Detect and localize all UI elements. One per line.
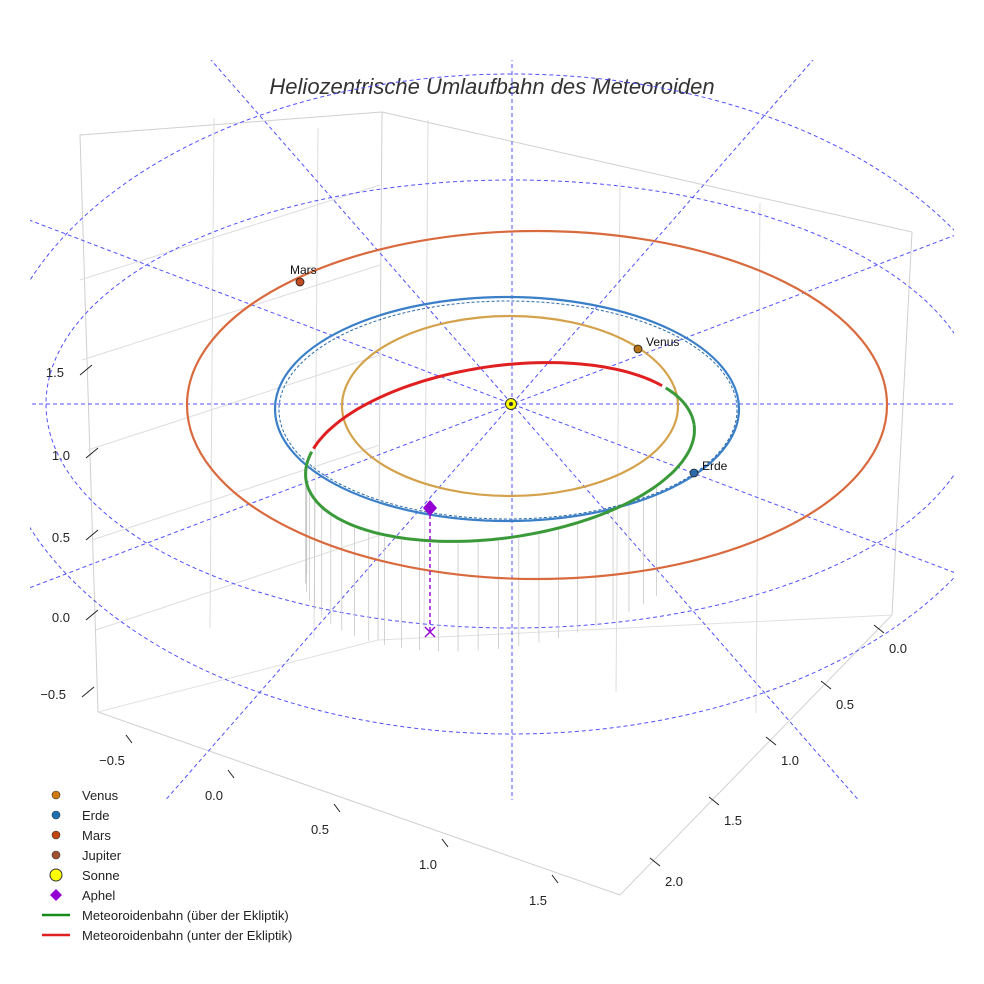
legend-symbol-dot xyxy=(51,810,61,820)
orbit-erde xyxy=(273,295,741,523)
planet-label-mars: Mars xyxy=(290,263,317,277)
x-tick-label: 1.0 xyxy=(419,857,437,872)
grid-spoke xyxy=(30,235,954,589)
box-grid xyxy=(79,117,761,714)
x-tick-mark xyxy=(125,734,133,744)
y-tick-mark xyxy=(820,680,832,690)
z-tick-label: 0.5 xyxy=(52,530,70,545)
box-grid-line xyxy=(423,119,429,631)
chart-title: Heliozentrische Umlaufbahn des Meteoroid… xyxy=(269,74,714,99)
orbit-layer xyxy=(185,229,889,581)
y-tick-mark xyxy=(873,624,885,634)
z-tick-mark xyxy=(85,609,99,621)
box-back-left xyxy=(79,111,383,713)
z-tick-mark xyxy=(79,364,93,376)
x-tick-label: 0.5 xyxy=(311,822,329,837)
z-tick-mark xyxy=(81,686,95,698)
meteoroid-orbit-below xyxy=(312,361,663,450)
y-tick-label: 2.0 xyxy=(665,874,683,889)
y-tick-label: 0.0 xyxy=(889,641,907,656)
x-tick-label: −0.5 xyxy=(99,753,125,768)
box-floor-left xyxy=(97,711,621,896)
legend-label: Sonne xyxy=(82,868,120,883)
y-tick-mark xyxy=(649,857,661,867)
y-tick-label: 1.0 xyxy=(781,753,799,768)
planet-label-erde: Erde xyxy=(702,459,728,473)
legend-label: Jupiter xyxy=(82,848,122,863)
legend-label: Venus xyxy=(82,788,119,803)
aphel-marker xyxy=(423,500,437,516)
box-grid-line xyxy=(87,354,381,451)
legend-label: Meteoroidenbahn (über der Ekliptik) xyxy=(82,908,289,923)
legend-symbol-dot xyxy=(51,790,61,800)
box-floor-back2 xyxy=(97,639,379,713)
grid-spoke xyxy=(164,60,814,800)
marker-layer: Venus Erde Mars xyxy=(290,263,728,638)
sun-core xyxy=(509,402,513,406)
box-grid-line xyxy=(95,534,381,631)
y-tick-label: 1.5 xyxy=(724,813,742,828)
box-back-right xyxy=(381,111,913,616)
planet-marker-erde xyxy=(689,468,699,478)
grid-spoke xyxy=(30,219,954,573)
aphel-projection-marker xyxy=(424,626,436,638)
box-grid-line xyxy=(79,184,381,281)
legend-symbol-sun xyxy=(49,868,63,882)
legend-label: Mars xyxy=(82,828,111,843)
box-grid-line xyxy=(209,117,215,629)
orbit-venus xyxy=(340,314,680,498)
box-floor-right xyxy=(619,614,893,896)
z-tick-label: 0.0 xyxy=(52,610,70,625)
box-grid-line xyxy=(615,181,621,693)
x-tick-label: 1.5 xyxy=(529,893,547,908)
planet-marker-venus xyxy=(633,344,643,354)
y-tick-mark xyxy=(708,796,720,806)
orbit-erde-trace xyxy=(278,300,738,520)
x-tick-mark xyxy=(441,838,449,848)
legend: Venus Erde Mars Jupiter Sonne Aphel Meteoroide… xyxy=(42,788,292,943)
planet-marker-mars xyxy=(295,277,305,287)
tick-layer: −0.5 0.0 0.5 1.0 1.5 −0.5 0.0 0.5 1.0 1.5 0.0 0.5 1.… xyxy=(40,364,907,908)
orbit-mars xyxy=(185,229,889,581)
meteoroid-orbit-above xyxy=(664,386,696,425)
legend-label: Erde xyxy=(82,808,109,823)
axis-box xyxy=(79,111,913,896)
z-tick-mark xyxy=(85,529,99,541)
x-tick-mark xyxy=(227,769,235,779)
legend-symbol-diamond xyxy=(50,889,62,901)
y-tick-mark xyxy=(765,736,777,746)
z-tick-mark xyxy=(85,447,99,459)
grid-ring xyxy=(30,73,954,735)
x-tick-mark xyxy=(333,803,341,813)
legend-symbol-dot xyxy=(51,830,61,840)
legend-label: Meteoroidenbahn (unter der Ekliptik) xyxy=(82,928,292,943)
z-tick-label: −0.5 xyxy=(40,687,66,702)
z-tick-label: 1.5 xyxy=(46,365,64,380)
x-tick-label: 0.0 xyxy=(205,788,223,803)
planet-label-venus: Venus xyxy=(646,335,679,349)
box-grid-line xyxy=(81,264,381,361)
x-tick-mark xyxy=(551,874,559,884)
box-grid-line xyxy=(755,202,761,714)
legend-label: Aphel xyxy=(82,888,115,903)
meteoroid-orbit-above xyxy=(304,424,696,543)
box-floor-back xyxy=(377,614,893,641)
grid-spoke xyxy=(210,60,860,800)
y-tick-label: 0.5 xyxy=(836,697,854,712)
ecliptic-grid xyxy=(30,60,954,800)
legend-symbol-dot xyxy=(51,850,61,860)
